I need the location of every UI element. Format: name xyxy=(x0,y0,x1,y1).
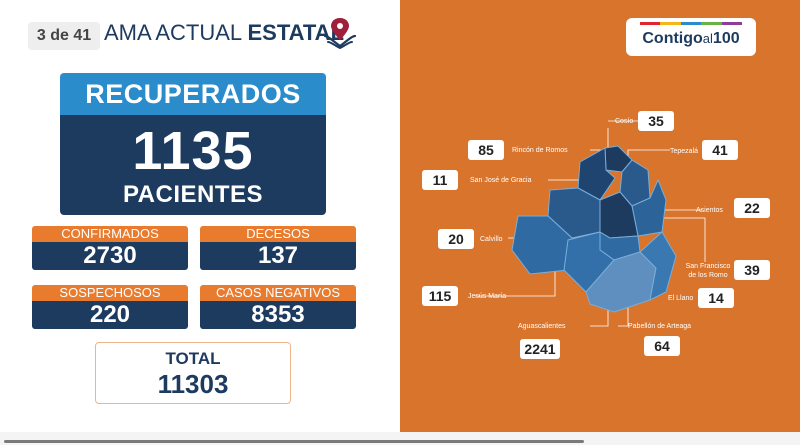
label-jesusmaria: Jesús María xyxy=(468,293,507,300)
stat-label: CONFIRMADOS xyxy=(32,226,188,242)
title-light: AMA ACTUAL xyxy=(104,20,242,45)
stat-confirmed: CONFIRMADOS 2730 xyxy=(32,226,188,270)
stripe-purple xyxy=(721,22,743,25)
scrollbar-thumb[interactable] xyxy=(4,440,584,443)
label-asientos: Asientos xyxy=(696,207,723,214)
label-aguascalientes: Aguascalientes xyxy=(518,323,566,330)
badge-cosio: 35 xyxy=(638,111,674,131)
logo-text: Contigo xyxy=(642,30,703,47)
stat-value: 2730 xyxy=(32,242,188,270)
stat-suspected: SOSPECHOSOS 220 xyxy=(32,285,188,329)
state-map xyxy=(475,120,706,327)
hands-map-pin-icon xyxy=(323,18,357,50)
badge-calvillo: 20 xyxy=(438,229,474,249)
badge-aguascalientes: 2241 xyxy=(520,339,560,359)
recovered-value: 1135 xyxy=(132,121,254,181)
label-sanjose: San José de Gracia xyxy=(470,177,532,184)
badge-elllano: 14 xyxy=(698,288,734,308)
left-panel: 3 de 41 AMA ACTUAL ESTATAL RECUPERADOS 1… xyxy=(0,0,400,432)
logo-suffix: al xyxy=(702,31,713,46)
title-bold: ESTATAL xyxy=(247,20,345,45)
recovered-unit: PACIENTES xyxy=(122,181,264,208)
municipality-elllano xyxy=(639,231,677,301)
badge-sanjose: 11 xyxy=(422,170,458,190)
logo-number: 100 xyxy=(712,30,740,47)
stat-deaths: DECESOS 137 xyxy=(200,226,356,270)
badge-jesusmaria: 115 xyxy=(422,286,458,306)
page-title: AMA ACTUAL ESTATAL xyxy=(104,20,344,46)
total-value: 11303 xyxy=(157,369,229,399)
label-tepezala: Tepezalá xyxy=(670,148,699,155)
municipality-shapes xyxy=(511,145,677,313)
map-panel: Contigoal100 xyxy=(400,0,800,432)
stat-value: 137 xyxy=(200,242,356,270)
slide-counter: 3 de 41 xyxy=(28,22,100,50)
label-pabellon: Pabellón de Arteaga xyxy=(628,323,692,330)
contigo-logo: Contigoal100 xyxy=(626,18,756,56)
logo-stripe xyxy=(640,22,743,25)
total-label: TOTAL xyxy=(165,349,221,368)
label-sanfrancisco: San Francisco de los Romo xyxy=(685,263,731,279)
recovered-card: RECUPERADOS 1135 PACIENTES xyxy=(60,73,326,215)
stripe-green xyxy=(701,22,722,25)
badge-rincon: 85 xyxy=(468,140,504,160)
badge-tepezala: 41 xyxy=(702,140,738,160)
label-elllano: El Llano xyxy=(668,295,694,302)
stat-value: 8353 xyxy=(200,301,356,329)
label-rincon: Rincón de Romos xyxy=(512,147,568,154)
badge-asientos: 22 xyxy=(734,198,770,218)
stat-label: DECESOS xyxy=(200,226,356,242)
stat-negative: CASOS NEGATIVOS 8353 xyxy=(200,285,356,329)
stripe-blue xyxy=(680,22,702,25)
stat-value: 220 xyxy=(32,301,188,329)
stripe-yellow xyxy=(660,22,681,25)
label-calvillo: Calvillo xyxy=(480,236,503,243)
badge-pabellon: 64 xyxy=(644,336,680,356)
badge-sanfrancisco: 39 xyxy=(734,260,770,280)
stat-label: SOSPECHOSOS xyxy=(32,285,188,301)
horizontal-scrollbar[interactable] xyxy=(0,432,800,445)
stripe-red xyxy=(640,22,661,25)
label-cosio: Cosío xyxy=(615,118,634,125)
recovered-label: RECUPERADOS xyxy=(60,73,326,115)
total-card: TOTAL 11303 xyxy=(95,342,291,404)
stat-label: CASOS NEGATIVOS xyxy=(200,285,356,301)
